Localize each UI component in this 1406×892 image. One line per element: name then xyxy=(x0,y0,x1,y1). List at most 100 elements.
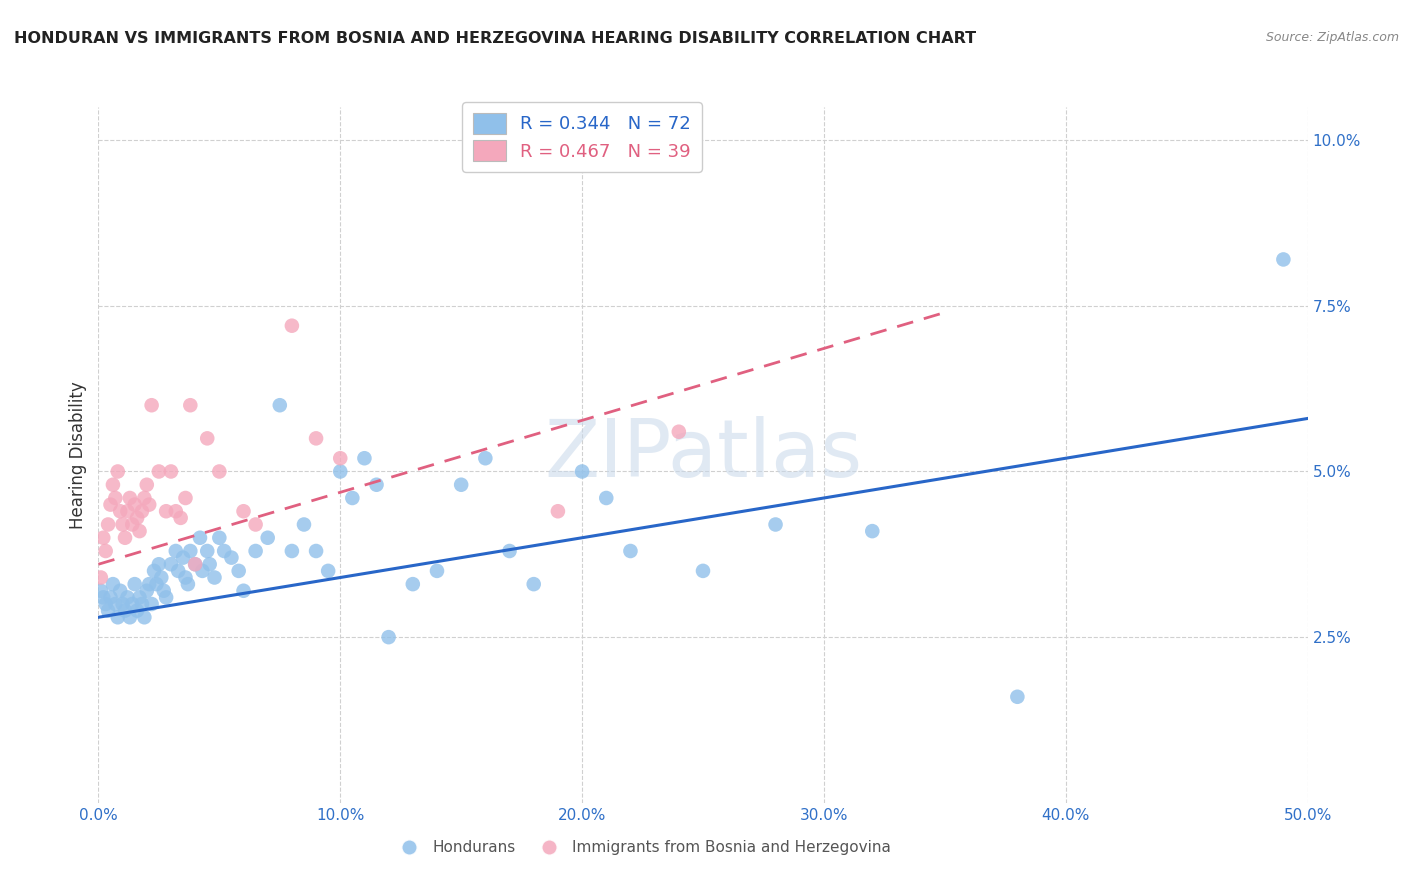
Point xyxy=(377,630,399,644)
Point xyxy=(108,504,131,518)
Point xyxy=(90,570,112,584)
Point xyxy=(765,517,787,532)
Point xyxy=(498,544,520,558)
Point xyxy=(212,544,235,558)
Point xyxy=(232,583,254,598)
Point xyxy=(316,564,339,578)
Point xyxy=(124,577,146,591)
Point xyxy=(1272,252,1295,267)
Point xyxy=(131,504,153,518)
Point xyxy=(179,544,201,558)
Point xyxy=(160,558,183,572)
Point xyxy=(450,477,472,491)
Point xyxy=(172,550,194,565)
Point xyxy=(208,465,231,479)
Point xyxy=(97,517,120,532)
Point xyxy=(595,491,617,505)
Point xyxy=(281,544,304,558)
Point xyxy=(179,398,201,412)
Text: HONDURAN VS IMMIGRANTS FROM BOSNIA AND HERZEGOVINA HEARING DISABILITY CORRELATIO: HONDURAN VS IMMIGRANTS FROM BOSNIA AND H… xyxy=(14,31,976,46)
Point xyxy=(145,577,167,591)
Point xyxy=(97,604,120,618)
Point xyxy=(148,558,170,572)
Point xyxy=(128,591,150,605)
Point xyxy=(329,465,352,479)
Point xyxy=(118,610,141,624)
Point xyxy=(184,558,207,572)
Point xyxy=(117,504,139,518)
Point xyxy=(100,591,122,605)
Y-axis label: Hearing Disability: Hearing Disability xyxy=(69,381,87,529)
Point xyxy=(94,597,117,611)
Point xyxy=(329,451,352,466)
Point xyxy=(135,477,157,491)
Point xyxy=(94,544,117,558)
Text: Source: ZipAtlas.com: Source: ZipAtlas.com xyxy=(1265,31,1399,45)
Point xyxy=(547,504,569,518)
Point xyxy=(141,398,163,412)
Point xyxy=(474,451,496,466)
Point xyxy=(114,604,136,618)
Point xyxy=(104,491,127,505)
Point xyxy=(91,591,114,605)
Point xyxy=(174,491,197,505)
Point xyxy=(523,577,546,591)
Point xyxy=(107,610,129,624)
Point xyxy=(177,577,200,591)
Point xyxy=(692,564,714,578)
Point xyxy=(111,597,134,611)
Point xyxy=(127,604,149,618)
Point xyxy=(342,491,364,505)
Point xyxy=(165,544,187,558)
Point xyxy=(426,564,449,578)
Point xyxy=(138,577,160,591)
Point xyxy=(245,517,267,532)
Point xyxy=(104,597,127,611)
Point xyxy=(160,465,183,479)
Point xyxy=(1007,690,1029,704)
Point xyxy=(668,425,690,439)
Point xyxy=(114,531,136,545)
Point xyxy=(117,591,139,605)
Point xyxy=(124,498,146,512)
Point xyxy=(195,431,218,445)
Point xyxy=(169,511,191,525)
Point xyxy=(198,558,221,572)
Point xyxy=(305,431,328,445)
Point xyxy=(143,564,166,578)
Point xyxy=(221,550,243,565)
Point xyxy=(131,597,153,611)
Point xyxy=(90,583,112,598)
Point xyxy=(402,577,425,591)
Point xyxy=(174,570,197,584)
Point xyxy=(195,544,218,558)
Point xyxy=(134,610,156,624)
Legend: Hondurans, Immigrants from Bosnia and Herzegovina: Hondurans, Immigrants from Bosnia and He… xyxy=(388,834,897,862)
Point xyxy=(101,477,124,491)
Point xyxy=(101,577,124,591)
Point xyxy=(148,465,170,479)
Point xyxy=(128,524,150,538)
Point xyxy=(152,583,174,598)
Point xyxy=(228,564,250,578)
Point xyxy=(91,531,114,545)
Text: ZIPatlas: ZIPatlas xyxy=(544,416,862,494)
Point xyxy=(155,591,177,605)
Point xyxy=(188,531,211,545)
Point xyxy=(204,570,226,584)
Point xyxy=(619,544,641,558)
Point xyxy=(292,517,315,532)
Point xyxy=(366,477,388,491)
Point xyxy=(353,451,375,466)
Point xyxy=(184,558,207,572)
Point xyxy=(155,504,177,518)
Point xyxy=(138,498,160,512)
Point xyxy=(208,531,231,545)
Point xyxy=(281,318,304,333)
Point xyxy=(150,570,173,584)
Point xyxy=(121,597,143,611)
Point xyxy=(118,491,141,505)
Point xyxy=(135,583,157,598)
Point xyxy=(232,504,254,518)
Point xyxy=(269,398,291,412)
